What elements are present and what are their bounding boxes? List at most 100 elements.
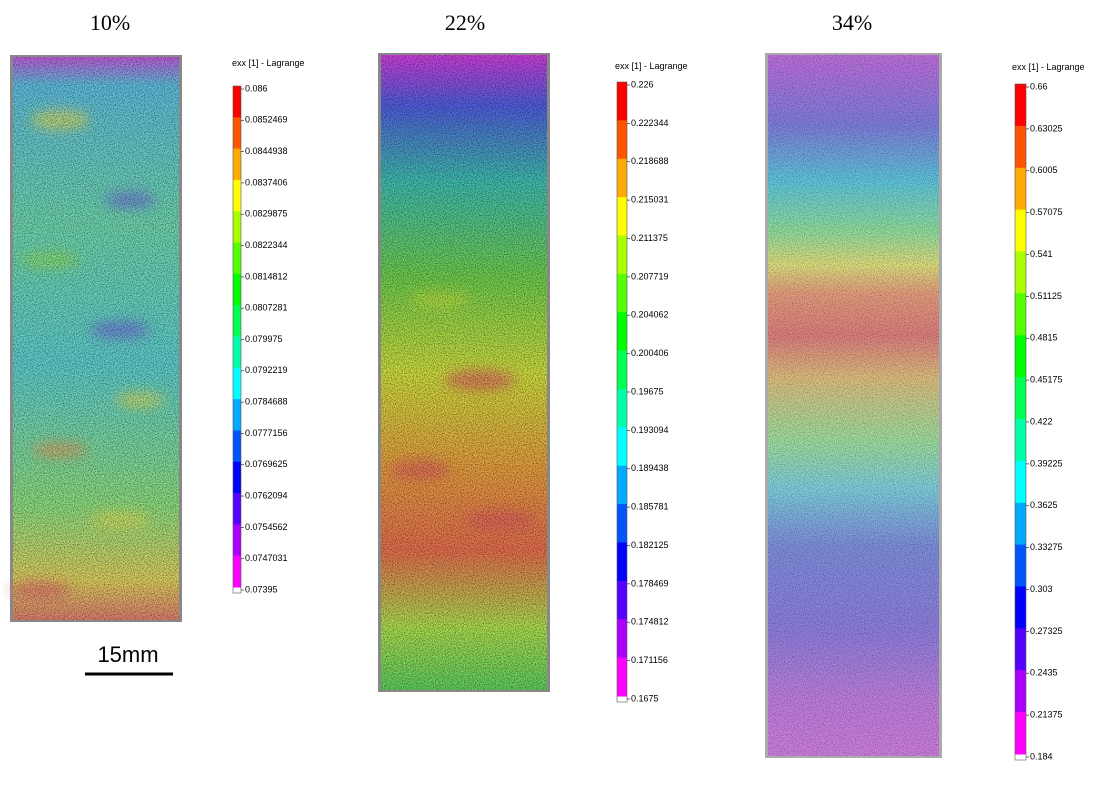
colorbar-segment	[233, 524, 241, 557]
colorbar-segment	[233, 86, 241, 118]
colorbar-segment	[1015, 209, 1026, 252]
colorbar-segment	[233, 148, 241, 181]
strain-map	[378, 53, 550, 692]
colorbar-segment	[233, 117, 241, 150]
colorbar-segment	[617, 465, 627, 505]
colorbar-segment	[233, 461, 241, 494]
colorbar-segment	[233, 367, 241, 400]
strain-map	[10, 55, 182, 622]
colorbar-segment	[233, 179, 241, 212]
colorbar-tick-label: 0.204062	[631, 310, 669, 320]
colorbar-tick-label: 0.0769625	[245, 459, 288, 469]
colorbar-tick-label: 0.27325	[1030, 626, 1063, 636]
colorbar-tick-label: 0.226	[631, 79, 654, 89]
colorbar-segment	[617, 158, 627, 198]
colorbar-title: exx [1] - Lagrange	[615, 61, 688, 71]
colorbar-tick-label: 0.0762094	[245, 490, 288, 500]
colorbar-segment	[1015, 586, 1026, 629]
colorbar-tick-label: 0.211375	[631, 233, 668, 243]
panel-label: 10%	[90, 10, 130, 35]
colorbar-segment	[617, 619, 627, 659]
scale-bar-label: 15mm	[97, 642, 158, 667]
colorbar-segment	[1015, 670, 1026, 713]
colorbar-segment	[233, 305, 241, 337]
colorbar-tick-label: 0.45175	[1030, 375, 1063, 385]
colorbar-tick-label: 0.33275	[1030, 542, 1063, 552]
colorbar-segment	[1015, 460, 1026, 504]
colorbar-segment	[617, 389, 627, 428]
colorbar-tick-label: 0.0754562	[245, 522, 288, 532]
colorbar-tick-label: 0.086	[245, 83, 268, 93]
colorbar-tick-label: 0.215031	[631, 195, 669, 205]
colorbar-tick-label: 0.189438	[631, 463, 669, 473]
colorbar-segment	[1015, 335, 1026, 378]
colorbar-segment	[617, 504, 627, 543]
colorbar-segment	[1015, 377, 1026, 420]
colorbar-segment	[1015, 167, 1026, 211]
colorbar-tick-label: 0.2435	[1030, 668, 1058, 678]
strain-map	[765, 53, 942, 758]
colorbar-tick-label: 0.1675	[631, 693, 659, 703]
colorbar-segment	[1015, 293, 1026, 336]
colorbar-segment	[1015, 628, 1026, 671]
colorbar-segment	[617, 273, 627, 313]
colorbar-tick-label: 0.0852469	[245, 115, 288, 125]
colorbar-segment	[1015, 502, 1026, 546]
colorbar-segment	[617, 657, 627, 697]
colorbar-tick-label: 0.222344	[631, 118, 669, 128]
colorbar-tick-label: 0.171156	[631, 655, 668, 665]
colorbar-segment	[617, 542, 627, 582]
colorbar-segment	[617, 350, 627, 390]
colorbar-tick-label: 0.0844938	[245, 146, 288, 156]
colorbar-tick-label: 0.39225	[1030, 458, 1063, 468]
colorbar-segment	[617, 312, 627, 352]
colorbar-tick-label: 0.541	[1030, 249, 1053, 259]
colorbar-tick-label: 0.178469	[631, 578, 669, 588]
colorbar-title: exx [1] - Lagrange	[1012, 62, 1085, 72]
colorbar-segment	[617, 580, 627, 620]
colorbar-tick-label: 0.3625	[1030, 500, 1058, 510]
colorbar-tick-label: 0.57075	[1030, 207, 1063, 217]
colorbar-tick-label: 0.422	[1030, 416, 1053, 426]
colorbar-tick-label: 0.303	[1030, 584, 1053, 594]
colorbar-tick-label: 0.0777156	[245, 428, 288, 438]
colorbar-segment	[1015, 125, 1026, 169]
colorbar-tick-label: 0.21375	[1030, 710, 1063, 720]
colorbar-segment	[233, 336, 241, 369]
colorbar-tick-label: 0.0807281	[245, 303, 288, 313]
colorbar-segment	[1015, 84, 1026, 127]
colorbar-tick-label: 0.19675	[631, 386, 664, 396]
colorbar-tick-label: 0.07395	[245, 584, 278, 594]
colorbar-title: exx [1] - Lagrange	[232, 58, 305, 68]
colorbar-segment	[1015, 251, 1026, 294]
colorbar-tick-label: 0.184	[1030, 751, 1053, 761]
colorbar-segment	[1015, 419, 1026, 462]
colorbar-tick-label: 0.0829875	[245, 209, 288, 219]
colorbar-tick-label: 0.0822344	[245, 240, 288, 250]
colorbar-tick-label: 0.182125	[631, 540, 669, 550]
colorbar-segment	[233, 211, 241, 244]
colorbar-segment	[233, 555, 241, 588]
colorbar-segment	[233, 399, 241, 431]
colorbar-tick-label: 0.079975	[245, 334, 283, 344]
colorbar-tick-label: 0.6005	[1030, 165, 1058, 175]
colorbar-segment	[617, 427, 627, 467]
colorbar-segment	[233, 493, 241, 525]
panel-label: 22%	[445, 10, 485, 35]
colorbar-tick-label: 0.0837406	[245, 177, 288, 187]
colorbar-tick-label: 0.63025	[1030, 123, 1063, 133]
colorbar-tick-label: 0.0814812	[245, 271, 288, 281]
colorbar-segment	[617, 197, 627, 236]
colorbar-segment	[617, 82, 627, 121]
colorbar-segment	[1015, 712, 1026, 755]
panel-label: 34%	[832, 10, 872, 35]
colorbar-tick-label: 0.174812	[631, 617, 669, 627]
colorbar-segment	[233, 242, 241, 275]
colorbar-segment	[233, 273, 241, 306]
colorbar-tick-label: 0.193094	[631, 425, 669, 435]
colorbar-tick-label: 0.51125	[1030, 291, 1062, 301]
colorbar-tick-label: 0.66	[1030, 81, 1048, 91]
colorbar-tick-label: 0.0792219	[245, 365, 288, 375]
